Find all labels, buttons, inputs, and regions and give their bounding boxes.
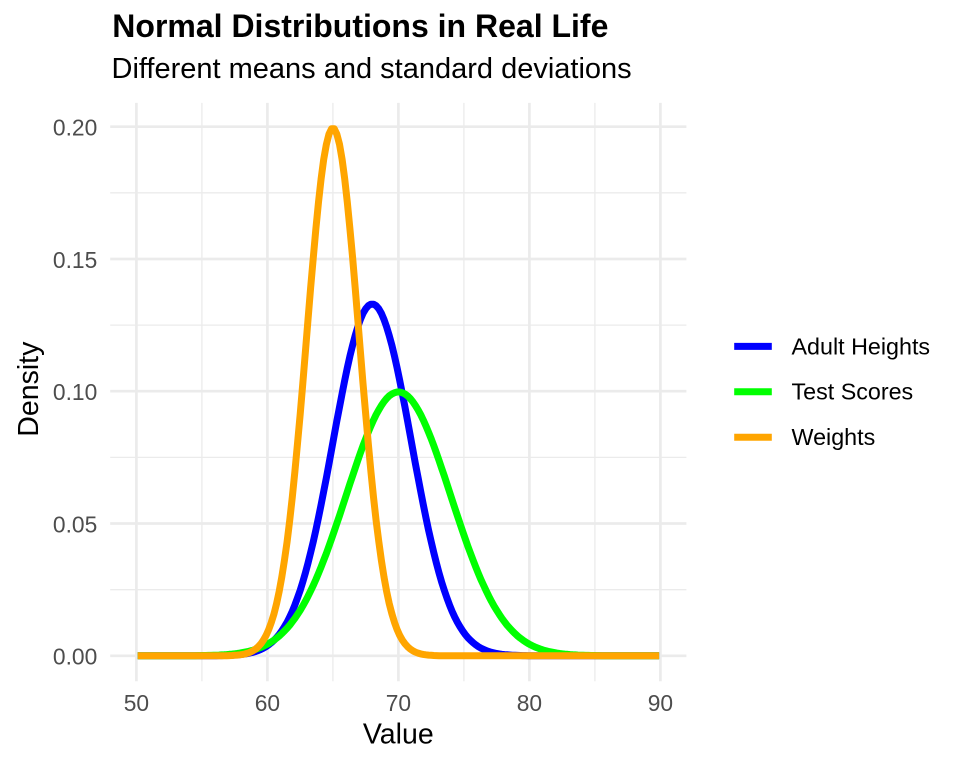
svg-text:0.20: 0.20 bbox=[53, 115, 97, 141]
svg-text:Normal Distributions in Real L: Normal Distributions in Real Life bbox=[112, 8, 608, 44]
svg-text:Density: Density bbox=[13, 341, 45, 437]
svg-text:60: 60 bbox=[255, 690, 280, 716]
svg-text:Different means and standard d: Different means and standard deviations bbox=[112, 53, 632, 85]
svg-text:0.00: 0.00 bbox=[53, 644, 97, 670]
svg-text:Test Scores: Test Scores bbox=[792, 379, 914, 405]
svg-text:90: 90 bbox=[648, 690, 673, 716]
svg-text:70: 70 bbox=[386, 690, 411, 716]
svg-text:Weights: Weights bbox=[792, 424, 876, 450]
svg-text:80: 80 bbox=[517, 690, 542, 716]
svg-text:50: 50 bbox=[124, 690, 149, 716]
svg-text:Adult Heights: Adult Heights bbox=[792, 333, 931, 359]
svg-text:0.10: 0.10 bbox=[53, 379, 97, 405]
svg-text:Value: Value bbox=[363, 719, 434, 751]
svg-text:0.15: 0.15 bbox=[53, 247, 97, 273]
svg-text:0.05: 0.05 bbox=[53, 511, 97, 537]
